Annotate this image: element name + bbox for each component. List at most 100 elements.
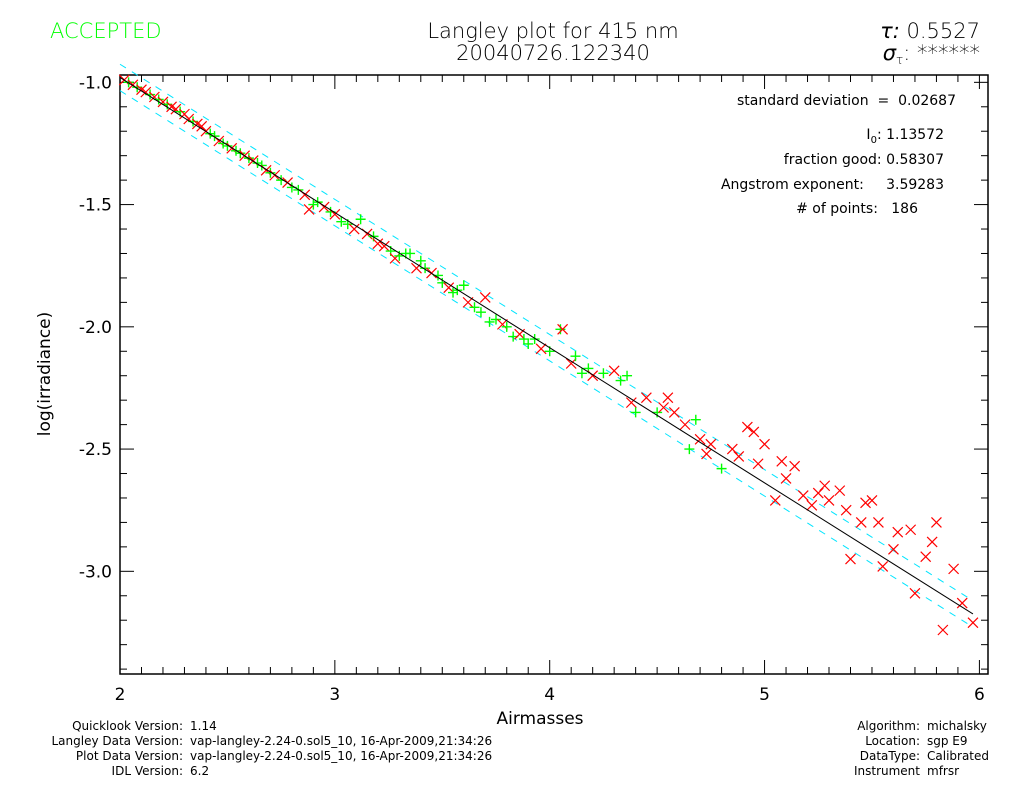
accepted-point: [518, 334, 529, 345]
sigma-sub: τ: [896, 53, 903, 67]
rejected-point: [694, 433, 706, 445]
i0-sub: 0: [871, 135, 877, 146]
sigma-tau-readout: στ: ******: [883, 41, 980, 67]
footer-right-label: Instrument: [854, 764, 920, 778]
num-points: # of points: 186: [796, 201, 918, 217]
stats-box: standard deviation = 0.02687 I0: 1.13572…: [721, 93, 956, 217]
rejected-point: [780, 472, 792, 484]
plot-frame: [119, 74, 989, 675]
rejected-point: [819, 480, 831, 492]
rejected-point: [823, 494, 835, 506]
sigma-label: σ: [883, 41, 897, 65]
rejected-point: [956, 597, 968, 609]
y-tick-label: -2.0: [79, 318, 112, 338]
footer-left-label: Quicklook Version:: [72, 719, 183, 733]
rejected-point: [937, 624, 949, 636]
footer-left-value: 6.2: [190, 764, 209, 778]
rejected-point: [479, 292, 491, 303]
tau-readout: τ: 0.5527: [880, 19, 980, 43]
accepted-point: [622, 370, 633, 381]
data-points: [118, 74, 979, 636]
footer-left-label: Langley Data Version:: [51, 734, 183, 748]
accepted-point: [132, 82, 143, 93]
y-tick-label: -3.0: [79, 562, 112, 582]
rejected-point: [748, 426, 760, 438]
x-tick-label: 4: [544, 685, 555, 705]
plot-subtitle: 20040726.122340: [456, 41, 650, 65]
x-tick-label: 3: [329, 685, 340, 705]
axis-ticks: 2 3 4 5 6 -1.0 -1.5 -2.0 -2.5 -3.0: [79, 73, 988, 705]
accepted-point: [308, 199, 319, 210]
footer-right: Algorithm: michalsky Location: sgp E9 DataTy…: [854, 719, 989, 778]
rejected-point: [389, 252, 401, 264]
footer-right-label: Location:: [865, 734, 920, 748]
i0-readout: I0: 1.13572: [866, 127, 944, 146]
rejected-point: [797, 490, 809, 501]
x-axis-label: Airmasses: [496, 709, 583, 729]
angstrom-exponent: Angstrom exponent: 3.59283: [721, 177, 944, 193]
accepted-point: [570, 351, 581, 362]
rejected-point: [752, 458, 764, 470]
accepted-point: [420, 263, 431, 274]
accepted-point: [598, 368, 609, 379]
footer-right-value: michalsky: [927, 719, 987, 733]
sigma-value: : ******: [903, 41, 980, 65]
accepted-point: [265, 167, 276, 178]
y-axis-label: log(irradiance): [35, 312, 55, 437]
rejected-point: [148, 91, 160, 103]
accepted-point: [652, 407, 663, 418]
rejected-point: [701, 448, 712, 460]
accepted-point: [484, 316, 495, 327]
rejected-point: [926, 536, 938, 548]
rejected-point: [157, 96, 169, 108]
accepted-point: [690, 414, 701, 425]
accepted-point: [458, 280, 469, 291]
rejected-point: [372, 238, 384, 250]
rejected-point: [608, 365, 620, 377]
tau-label: τ:: [880, 19, 906, 43]
footer-right-label: Algorithm:: [857, 719, 920, 733]
footer-right-value: Calibrated: [927, 749, 989, 763]
tau-value: 0.5527: [907, 19, 980, 43]
footer-right-label: DataType:: [860, 749, 920, 763]
footer-left: Quicklook Version: 1.14 Langley Data Versi…: [51, 719, 492, 778]
rejected-point: [679, 419, 691, 431]
status-label: ACCEPTED: [50, 19, 162, 43]
rejected-point: [860, 497, 871, 509]
rejected-point: [462, 296, 474, 308]
rejected-point: [840, 504, 852, 516]
rejected-point: [741, 421, 753, 433]
fraction-good: fraction good: 0.58307: [784, 152, 944, 168]
accepted-point: [355, 214, 366, 225]
accepted-point: [615, 375, 626, 386]
accepted-point: [218, 138, 229, 149]
i0-value: : 1.13572: [877, 127, 944, 143]
rejected-point: [170, 103, 182, 115]
rejected-point: [705, 438, 717, 450]
rejected-point: [411, 262, 422, 274]
rejected-point: [443, 282, 455, 294]
rejected-point: [625, 397, 637, 409]
rejected-point: [776, 455, 788, 467]
rejected-point: [909, 587, 921, 599]
y-tick-label: -2.5: [79, 440, 112, 460]
rejected-point: [834, 485, 846, 497]
accepted-point: [469, 302, 480, 313]
rejected-point: [920, 551, 932, 563]
rejected-point: [226, 142, 238, 154]
rejected-point: [789, 460, 801, 472]
accepted-point: [555, 324, 566, 335]
accepted-point: [415, 255, 426, 266]
y-tick-label: -1.5: [79, 196, 112, 216]
rejected-point: [303, 204, 315, 215]
accepted-point: [576, 368, 587, 379]
accepted-point: [501, 321, 512, 332]
rejected-point: [535, 343, 547, 355]
rejected-point: [892, 526, 904, 538]
footer-right-value: mfrsr: [927, 764, 959, 778]
accepted-point: [523, 338, 534, 349]
rejected-point: [378, 240, 390, 252]
x-tick-label: 5: [759, 685, 770, 705]
accepted-point: [336, 216, 347, 227]
std-dev: standard deviation = 0.02687: [737, 93, 956, 109]
